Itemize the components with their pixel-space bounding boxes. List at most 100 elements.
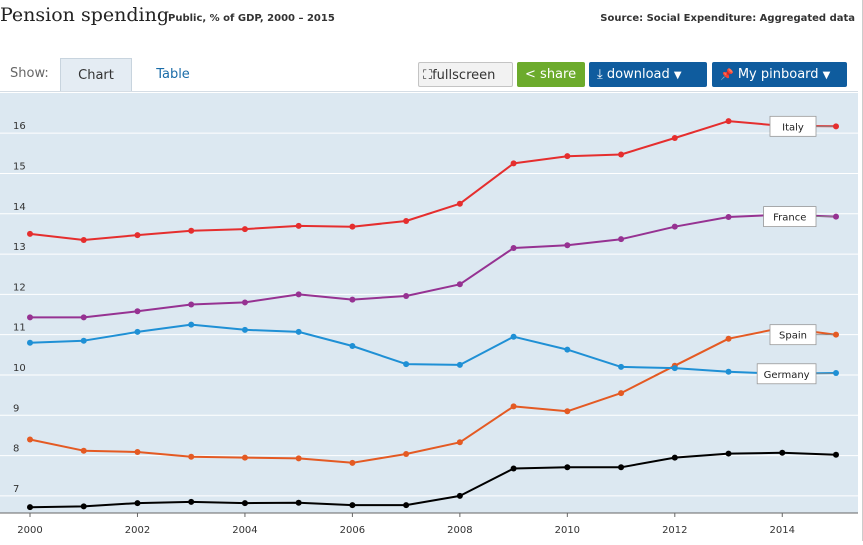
data-point	[295, 499, 302, 506]
x-tick-label: 2012	[662, 525, 687, 536]
legend-box	[769, 115, 817, 137]
data-point	[403, 361, 410, 368]
data-point	[134, 328, 141, 335]
series-line	[29, 120, 837, 241]
chevron-down-icon: ▼	[822, 70, 831, 81]
data-point	[510, 403, 517, 410]
data-point	[295, 291, 302, 298]
pin-icon: 📌	[720, 68, 734, 81]
y-tick-label: 7	[13, 484, 19, 495]
series-line	[29, 323, 837, 375]
data-point	[725, 450, 732, 457]
tab-table[interactable]: Table	[156, 67, 190, 82]
data-point	[618, 464, 625, 471]
page-subtitle: Public, % of GDP, 2000 – 2015	[168, 13, 335, 24]
download-icon: ⤓	[597, 67, 603, 82]
data-point	[188, 301, 195, 308]
y-tick-label: 16	[13, 121, 26, 132]
y-tick-label: 9	[13, 403, 19, 414]
data-point	[725, 335, 732, 342]
data-point	[671, 135, 678, 142]
data-point	[349, 296, 356, 303]
data-point	[403, 502, 410, 509]
chart-area: 7 8 9 10 11 12 13 14 15 16 2000 2002 2004 2006 2008 201…	[0, 91, 858, 541]
source-note: Source: Social Expenditure: Aggregated d…	[600, 13, 855, 24]
data-point	[671, 365, 678, 372]
data-point	[349, 459, 356, 466]
legend-label: France	[773, 213, 806, 224]
data-point	[295, 328, 302, 335]
y-tick-label: 8	[13, 444, 19, 455]
tab-chart[interactable]: Chart	[60, 58, 132, 91]
toolbar: Show: Chart Table ⛶fullscreen < share ⤓ …	[0, 58, 858, 92]
data-point	[618, 151, 625, 158]
data-point	[833, 331, 839, 338]
data-point	[456, 361, 463, 368]
data-point	[833, 369, 839, 376]
series-line	[30, 213, 837, 319]
y-tick-label: 14	[13, 202, 26, 213]
data-point	[456, 200, 463, 207]
page-title: Pension spending	[0, 4, 169, 26]
data-point	[564, 464, 571, 471]
x-tick-label: 2010	[555, 525, 580, 536]
line-chart: 7 8 9 10 11 12 13 14 15 16 2000 2002 2004 2006 2008 201…	[0, 93, 858, 536]
chart-header: Pension spending Public, % of GDP, 2000 …	[0, 0, 863, 40]
data-point	[27, 504, 33, 511]
data-point	[833, 213, 839, 220]
data-point	[671, 223, 678, 230]
data-point	[295, 455, 302, 462]
data-point	[403, 450, 410, 457]
data-point	[241, 454, 248, 461]
plot-background	[0, 93, 858, 513]
legend-box	[756, 363, 817, 385]
download-button[interactable]: ⤓ download ▼	[589, 62, 707, 87]
data-point	[80, 337, 87, 344]
data-point	[618, 236, 625, 243]
data-point	[27, 339, 33, 346]
data-point	[833, 123, 839, 130]
x-tick-label: 2002	[125, 525, 150, 536]
x-tick-label: 2008	[447, 525, 472, 536]
data-point	[564, 408, 571, 415]
data-point	[134, 500, 141, 507]
data-point	[456, 439, 463, 446]
data-point	[725, 214, 732, 221]
y-tick-label: 15	[13, 161, 26, 172]
data-point	[27, 314, 33, 321]
data-point	[349, 502, 356, 509]
data-point	[618, 363, 625, 370]
data-point	[241, 326, 248, 333]
data-point	[188, 227, 195, 234]
data-point	[403, 218, 410, 225]
y-tick-label: 10	[13, 363, 26, 374]
y-tick-label: 12	[13, 282, 26, 293]
x-tick-label: 2004	[232, 525, 257, 536]
data-point	[564, 242, 571, 249]
legend-label: Italy	[782, 122, 804, 133]
series-line	[29, 451, 837, 509]
data-point	[295, 222, 302, 229]
data-point	[456, 281, 463, 288]
share-button[interactable]: < share	[517, 62, 585, 87]
legend-box	[769, 324, 817, 346]
data-point	[27, 436, 33, 443]
data-point	[134, 448, 141, 455]
show-label: Show:	[10, 66, 49, 81]
download-label: download	[606, 67, 670, 82]
data-point	[188, 453, 195, 460]
pinboard-button[interactable]: 📌 My pinboard ▼	[712, 62, 847, 87]
x-tick-label: 2006	[340, 525, 365, 536]
chevron-down-icon: ▼	[673, 70, 682, 81]
data-point	[80, 447, 87, 454]
data-point	[510, 245, 517, 252]
data-point	[349, 223, 356, 230]
pinboard-label: My pinboard	[737, 67, 819, 82]
data-point	[403, 292, 410, 299]
data-point	[349, 342, 356, 349]
data-point	[241, 299, 248, 306]
data-point	[241, 226, 248, 233]
fullscreen-button[interactable]: ⛶fullscreen	[418, 62, 513, 87]
data-point	[510, 160, 517, 167]
fullscreen-label: fullscreen	[432, 68, 496, 83]
